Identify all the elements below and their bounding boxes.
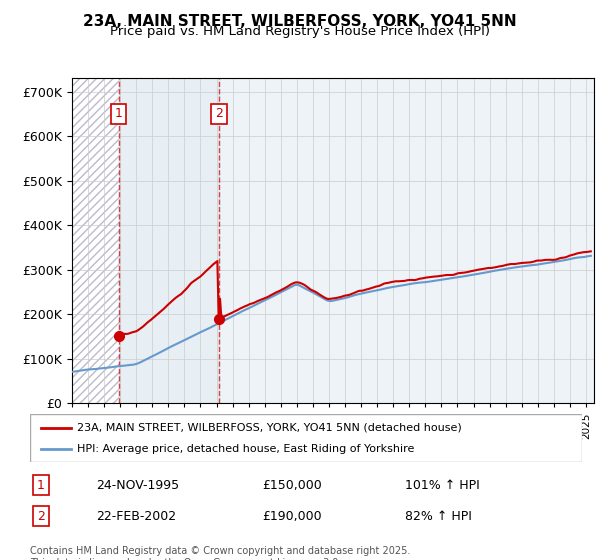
Text: HPI: Average price, detached house, East Riding of Yorkshire: HPI: Average price, detached house, East… [77,444,414,454]
Text: 24-NOV-1995: 24-NOV-1995 [96,479,179,492]
Text: Price paid vs. HM Land Registry's House Price Index (HPI): Price paid vs. HM Land Registry's House … [110,25,490,38]
Text: £150,000: £150,000 [262,479,322,492]
Text: 101% ↑ HPI: 101% ↑ HPI [406,479,480,492]
Text: 2: 2 [215,108,223,120]
Bar [72,78,119,403]
Text: 2: 2 [37,510,45,522]
Text: 1: 1 [37,479,45,492]
Bar [219,78,594,403]
Text: 1: 1 [115,108,122,120]
Text: 82% ↑ HPI: 82% ↑ HPI [406,510,472,522]
Text: 23A, MAIN STREET, WILBERFOSS, YORK, YO41 5NN (detached house): 23A, MAIN STREET, WILBERFOSS, YORK, YO41… [77,423,461,433]
Text: £190,000: £190,000 [262,510,322,522]
Text: Contains HM Land Registry data © Crown copyright and database right 2025.
This d: Contains HM Land Registry data © Crown c… [30,546,410,560]
Text: 23A, MAIN STREET, WILBERFOSS, YORK, YO41 5NN: 23A, MAIN STREET, WILBERFOSS, YORK, YO41… [83,14,517,29]
FancyBboxPatch shape [30,414,582,462]
Bar [119,78,219,403]
Bar [72,78,119,403]
Text: 22-FEB-2002: 22-FEB-2002 [96,510,176,522]
